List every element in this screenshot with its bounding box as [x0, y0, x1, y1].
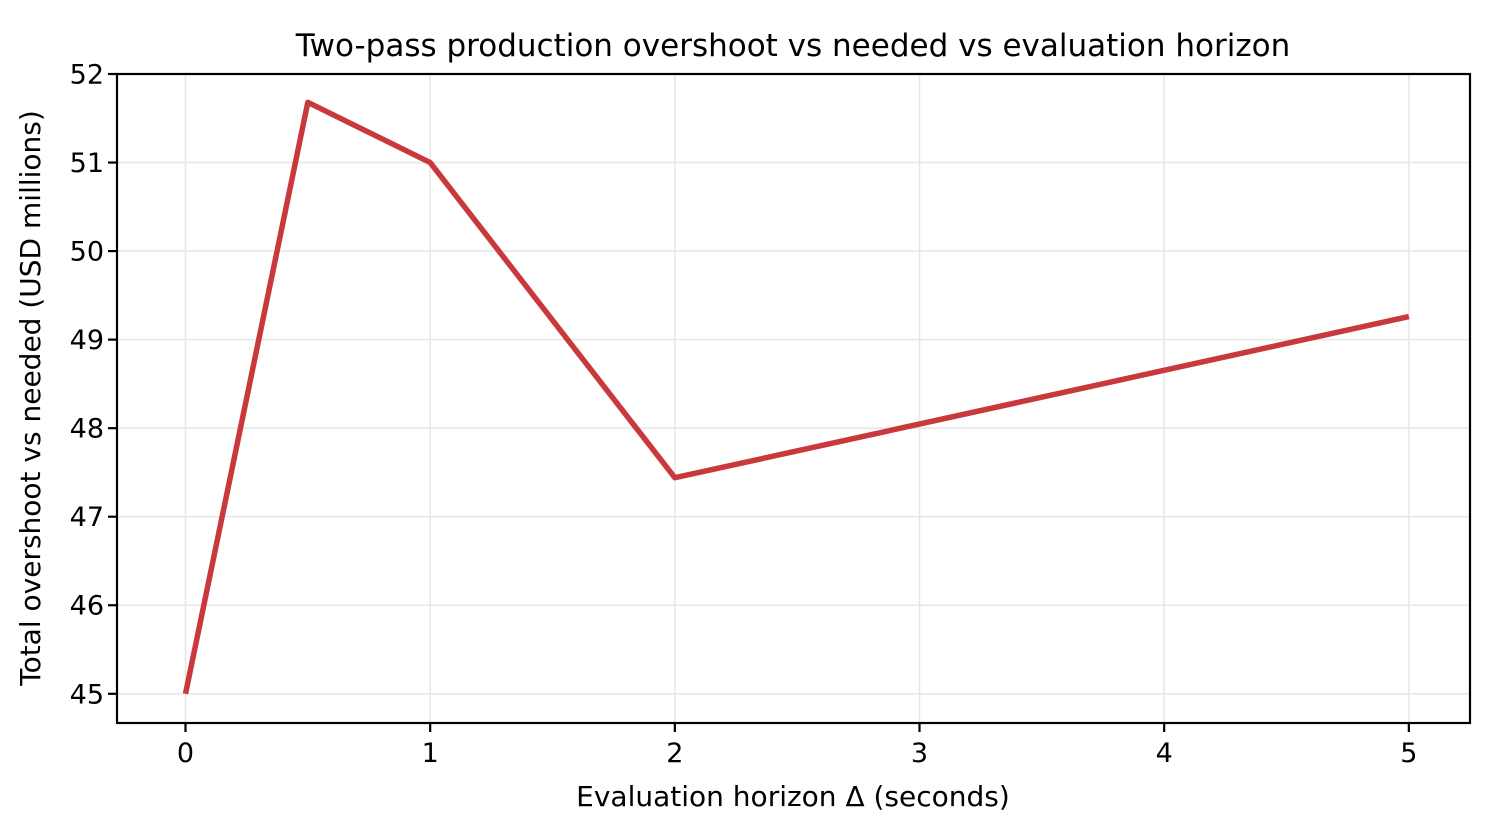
axes-layer [108, 72, 1472, 732]
y-axis-label: Total overshoot vs needed (USD millions) [14, 110, 47, 687]
x-tick-label: 3 [911, 738, 928, 769]
series-layer [182, 99, 1410, 695]
y-tick-label: 45 [70, 679, 104, 710]
plot-border [115, 72, 1472, 725]
x-tick-label: 2 [666, 738, 683, 769]
y-tick-label: 50 [70, 237, 104, 268]
y-tick-label: 46 [70, 591, 104, 622]
x-tick-label: 0 [177, 738, 194, 769]
y-tick-label: 49 [70, 325, 104, 356]
y-tick-label: 48 [70, 414, 104, 445]
x-axis-label: Evaluation horizon Δ (seconds) [576, 780, 1010, 813]
y-tick-label: 47 [70, 502, 104, 533]
chart-title: Two-pass production overshoot vs needed … [295, 28, 1290, 64]
x-tick-label: 5 [1400, 738, 1417, 769]
x-tick-label: 1 [422, 738, 439, 769]
grid-layer [117, 73, 1470, 723]
y-tick-label: 51 [70, 148, 104, 179]
data-line [182, 99, 1410, 695]
x-tick-label: 4 [1156, 738, 1173, 769]
y-tick-label: 52 [70, 60, 104, 91]
